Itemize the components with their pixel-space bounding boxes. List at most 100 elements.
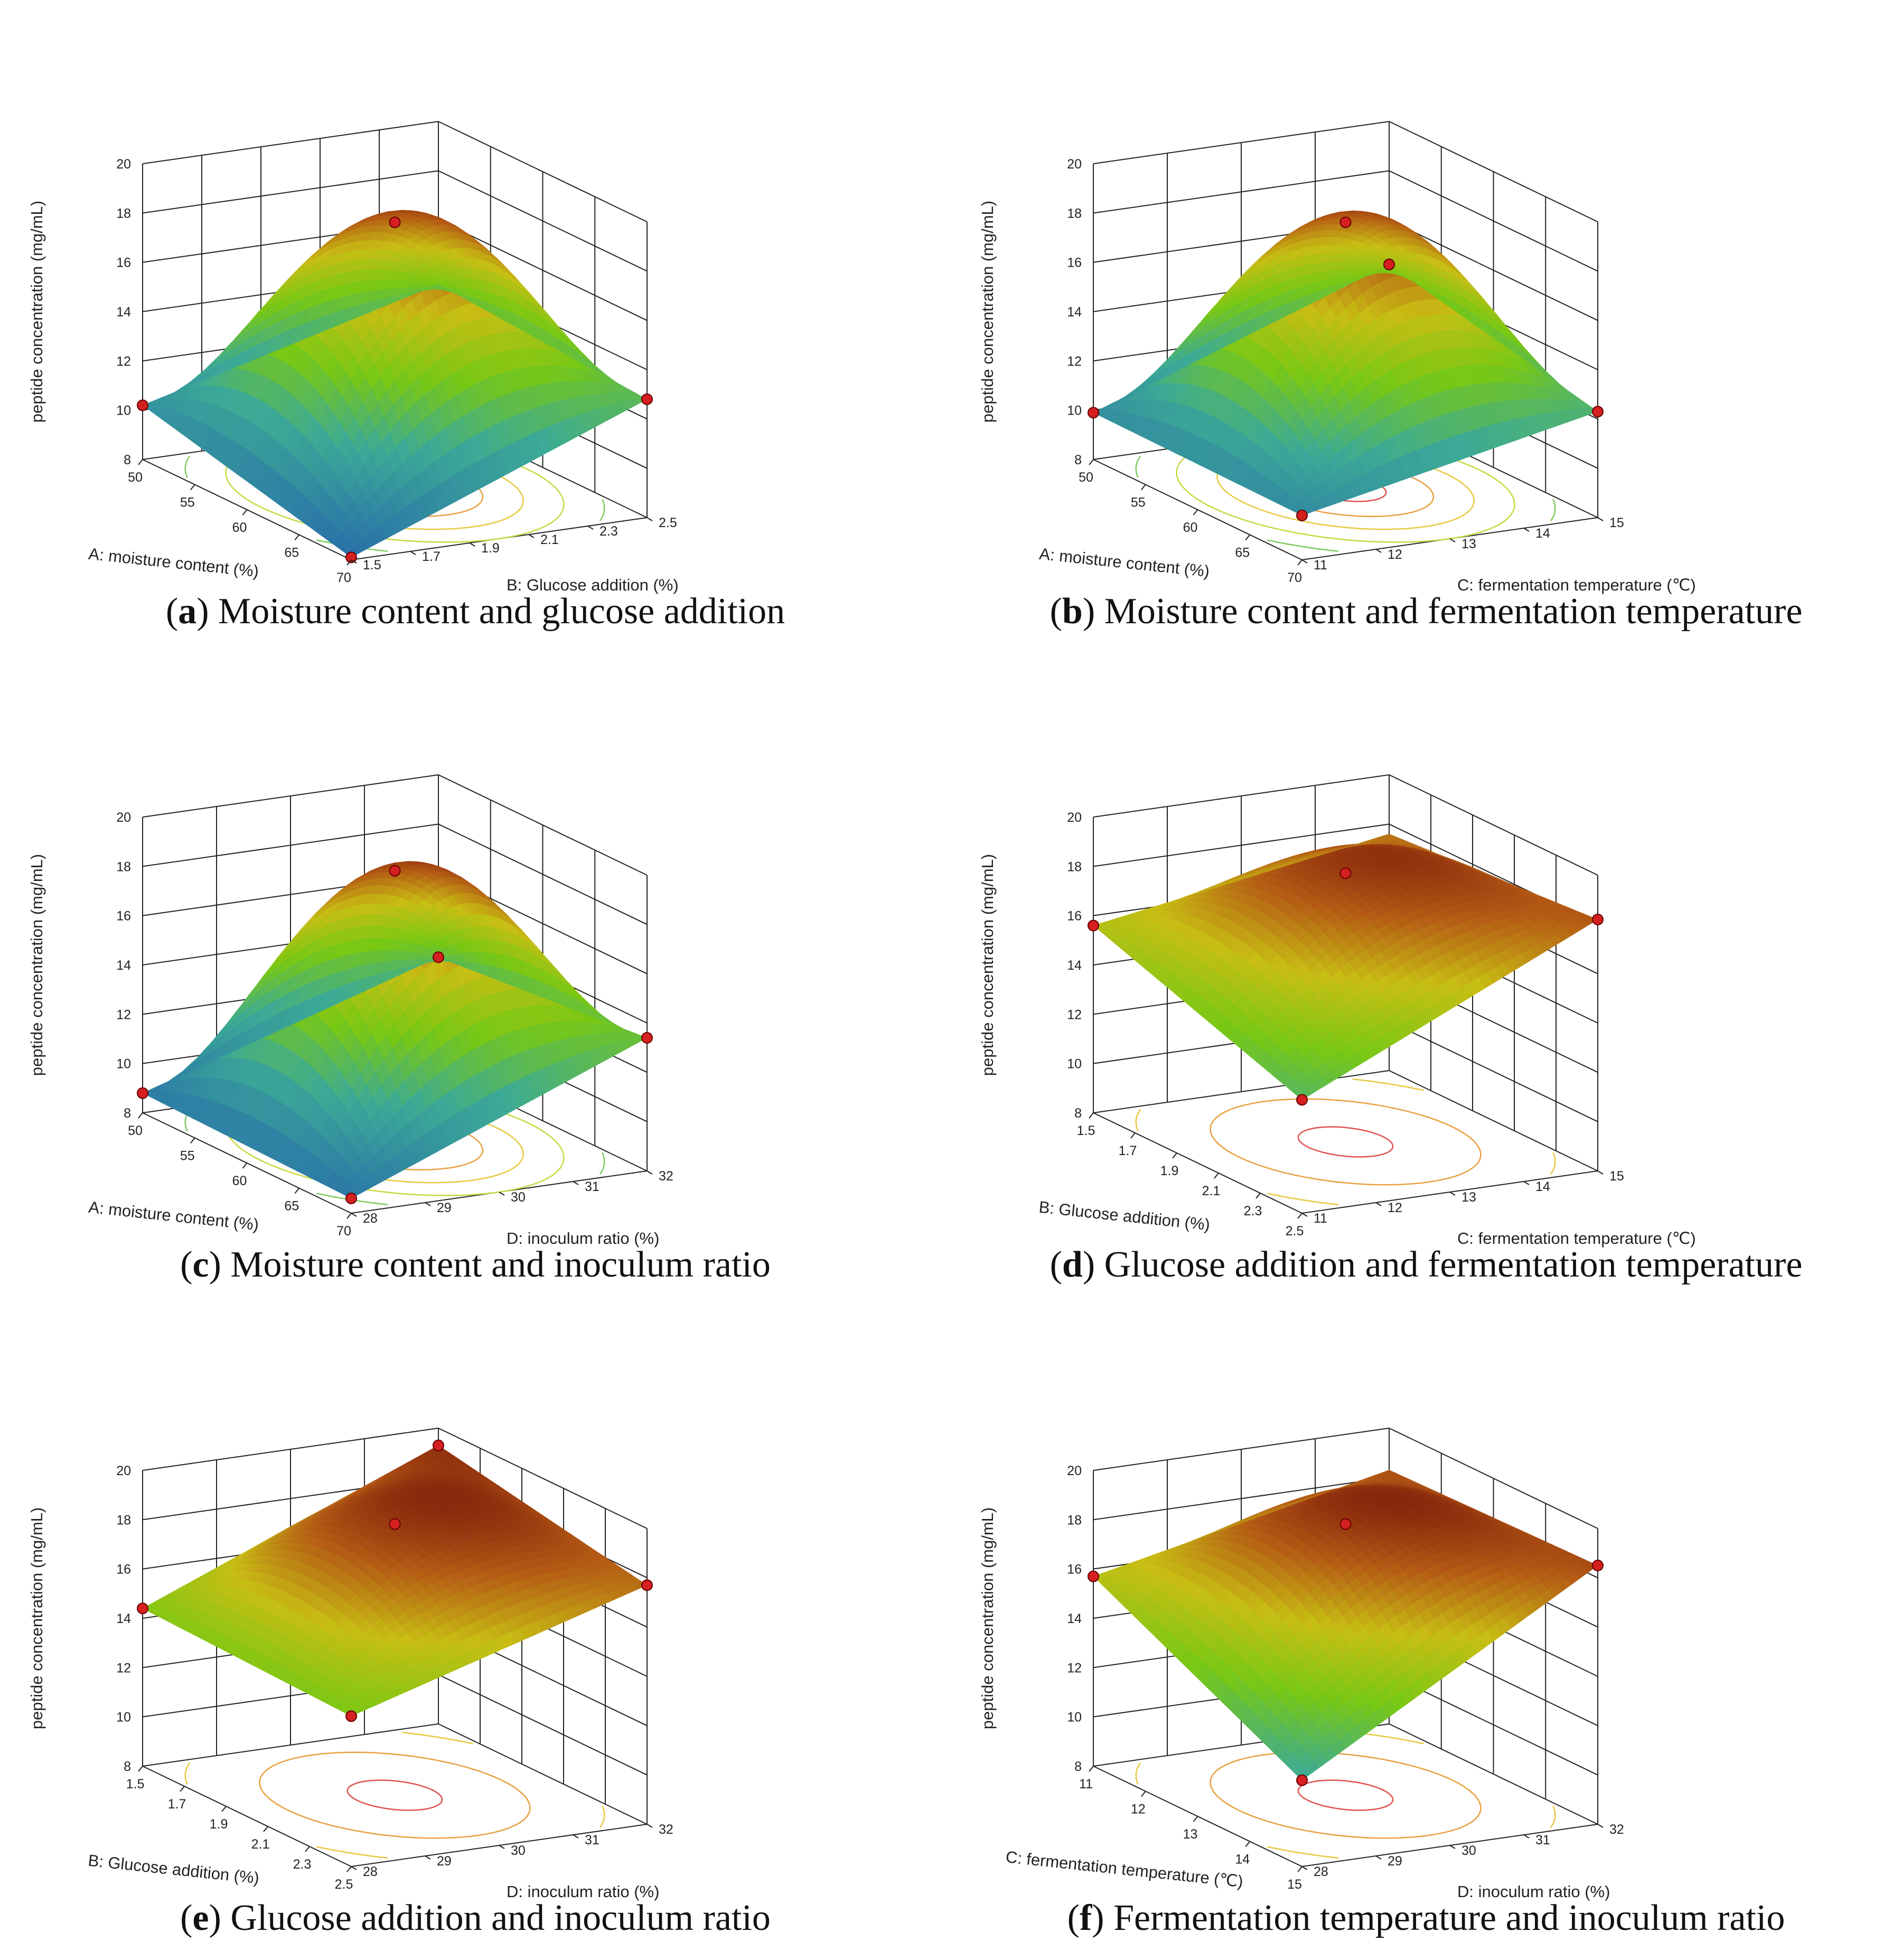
x-tick-label: 50 bbox=[128, 1123, 143, 1138]
tick-labels: 810121416182050556065701.51.71.92.12.32.… bbox=[116, 157, 677, 585]
x-tick-mark bbox=[1214, 1173, 1219, 1179]
y-tick-label: 1.5 bbox=[363, 558, 381, 573]
floor-contours bbox=[1135, 1078, 1556, 1206]
y-tick-label: 28 bbox=[363, 1211, 378, 1226]
x-tick-mark bbox=[190, 1137, 195, 1144]
z-tick-label: 8 bbox=[124, 453, 131, 467]
x-tick-label: 1.9 bbox=[1160, 1164, 1179, 1178]
gridline bbox=[1389, 774, 1598, 876]
x-tick-label: 2.1 bbox=[1202, 1184, 1221, 1198]
z-axis-label: peptide concentration (mg/mL) bbox=[27, 201, 46, 423]
contour-line bbox=[1267, 1193, 1339, 1206]
y-tick-label: 15 bbox=[1609, 1169, 1624, 1184]
y-tick-mark bbox=[1301, 1213, 1308, 1217]
z-tick-label: 12 bbox=[1067, 1007, 1082, 1022]
z-tick-label: 8 bbox=[1074, 453, 1082, 467]
caption-c: (c) Moisture content and inoculum ratio bbox=[180, 1244, 771, 1285]
y-tick-mark bbox=[410, 551, 416, 555]
contour-line bbox=[1267, 539, 1339, 552]
contour-line bbox=[1210, 1098, 1482, 1186]
y-tick-mark bbox=[573, 1181, 579, 1185]
response-surface bbox=[142, 1445, 648, 1717]
panel-a: 8 10 12 14 16 18 20 50 55 60 65 70 1.5 1.7 1.9 2.1 2.3 2.… bbox=[0, 0, 951, 653]
z-tick-label: 18 bbox=[1067, 206, 1082, 221]
design-point bbox=[1088, 920, 1099, 932]
design-point bbox=[1592, 914, 1604, 925]
x-tick-mark bbox=[346, 1213, 352, 1219]
response-surface bbox=[142, 210, 648, 558]
contour-line bbox=[1135, 455, 1141, 479]
x-tick-mark bbox=[242, 1162, 248, 1169]
design-point bbox=[1088, 407, 1099, 419]
design-point bbox=[1339, 867, 1352, 879]
z-tick-label: 12 bbox=[116, 354, 131, 369]
y-tick-label: 30 bbox=[511, 1190, 526, 1205]
z-tick-label: 10 bbox=[116, 404, 131, 418]
response-surface bbox=[1093, 210, 1598, 516]
x-tick-mark bbox=[346, 559, 352, 566]
x-tick-label: 55 bbox=[180, 1149, 195, 1164]
x-tick-mark bbox=[1140, 484, 1146, 491]
contour-line bbox=[316, 1846, 388, 1859]
x-tick-mark bbox=[294, 1187, 300, 1194]
z-axis-label: peptide concentration (mg/mL) bbox=[978, 201, 997, 423]
y-tick-label: 11 bbox=[1314, 558, 1327, 573]
y-tick-mark bbox=[528, 534, 535, 538]
design-point bbox=[641, 1032, 653, 1044]
contour-line bbox=[599, 499, 605, 522]
x-tick-mark bbox=[1297, 1213, 1303, 1219]
x-tick-mark bbox=[1089, 1112, 1094, 1119]
x-tick-label: 55 bbox=[180, 495, 195, 510]
contour-line bbox=[1297, 1126, 1394, 1158]
y-tick-mark bbox=[1597, 517, 1604, 521]
y-axis-label: D: inoculum ratio (%) bbox=[507, 1229, 659, 1248]
caption-b: (b) Moisture content and fermentation te… bbox=[1050, 591, 1803, 632]
x-tick-mark bbox=[1089, 459, 1094, 465]
caption-text: Glucose addition and fermentation temper… bbox=[1104, 1244, 1803, 1285]
x-tick-label: 70 bbox=[336, 1224, 351, 1239]
x-tick-label: 60 bbox=[1183, 520, 1198, 535]
caption-letter: d bbox=[1062, 1244, 1083, 1285]
contour-line bbox=[346, 1779, 443, 1811]
z-tick-label: 12 bbox=[1067, 354, 1082, 369]
x-tick-label: 2.3 bbox=[1244, 1204, 1262, 1218]
caption-a: (a) Moisture content and glucose additio… bbox=[165, 591, 785, 632]
x-axis-label: A: moisture content (%) bbox=[88, 1198, 260, 1234]
contour-line bbox=[259, 1751, 531, 1839]
caption-letter: c bbox=[192, 1244, 209, 1285]
gridline bbox=[438, 1723, 648, 1825]
gridline bbox=[1389, 1020, 1598, 1122]
z-tick-label: 18 bbox=[116, 859, 131, 874]
z-tick-label: 8 bbox=[1074, 1106, 1082, 1121]
panel-b: 8 10 12 14 16 18 20 50 55 60 65 70 11 12 13 14 15 peptide… bbox=[951, 0, 1901, 653]
design-point bbox=[345, 551, 357, 564]
caption-letter: a bbox=[178, 591, 197, 632]
y-tick-label: 12 bbox=[1388, 547, 1402, 562]
y-tick-mark bbox=[1375, 549, 1382, 553]
contour-line bbox=[599, 1152, 605, 1175]
z-tick-label: 8 bbox=[124, 1106, 131, 1121]
x-tick-label: 50 bbox=[128, 470, 143, 485]
x-tick-label: 1.5 bbox=[1077, 1123, 1095, 1138]
z-tick-label: 18 bbox=[116, 206, 131, 221]
z-tick-label: 14 bbox=[116, 958, 131, 973]
y-tick-label: 12 bbox=[1388, 1201, 1402, 1215]
y-tick-mark bbox=[647, 517, 653, 521]
y-axis-label: C: fermentation temperature (℃) bbox=[1457, 1229, 1696, 1248]
x-tick-label: 70 bbox=[336, 570, 351, 585]
z-tick-label: 14 bbox=[116, 305, 131, 320]
design-point bbox=[389, 217, 401, 228]
y-tick-mark bbox=[351, 559, 357, 564]
y-tick-mark bbox=[499, 1192, 505, 1196]
contour-line bbox=[1550, 1152, 1556, 1175]
y-tick-label: 14 bbox=[1535, 526, 1550, 541]
y-tick-label: 1.9 bbox=[481, 541, 500, 556]
z-tick-label: 10 bbox=[1067, 404, 1082, 418]
y-tick-mark bbox=[587, 526, 594, 530]
z-axis-label: peptide concentration (mg/mL) bbox=[27, 854, 46, 1076]
y-tick-mark bbox=[1523, 1181, 1530, 1185]
z-tick-label: 16 bbox=[116, 909, 131, 924]
gridline bbox=[438, 1674, 648, 1776]
z-tick-label: 20 bbox=[116, 157, 131, 172]
